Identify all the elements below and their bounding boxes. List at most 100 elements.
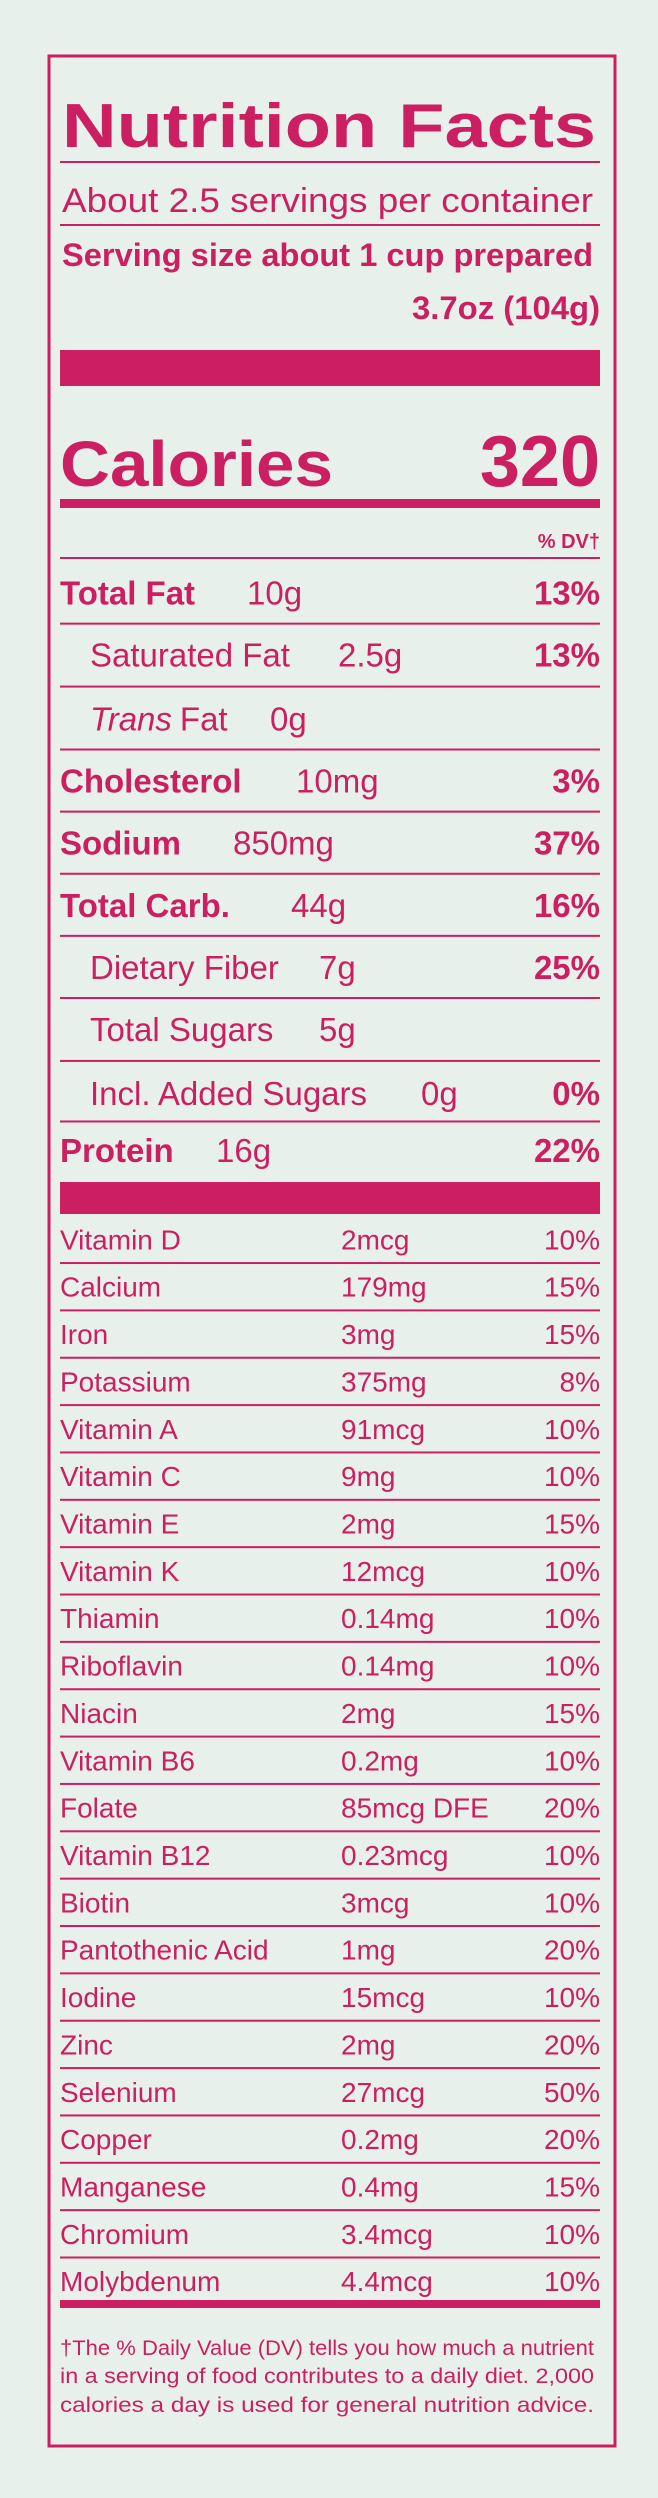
vitamin-dv: 15% [544, 2171, 600, 2202]
divider [60, 2256, 600, 2259]
divider [60, 685, 600, 688]
vitamin-dv: 15% [544, 1698, 600, 1729]
vitamin-amount: 15mcg [341, 1982, 425, 2013]
divider [60, 557, 600, 559]
vitamin-dv: 15% [544, 1319, 600, 1350]
nutrient-amount: 7g [319, 949, 356, 986]
vitamin-name: Vitamin C [60, 1461, 181, 1492]
calories-value: 320 [480, 422, 600, 502]
nutrient-dv: 0% [552, 1075, 600, 1112]
divider [60, 1830, 600, 1833]
vitamin-amount: 0.23mcg [341, 1840, 448, 1871]
vitamin-name: Vitamin K [60, 1556, 180, 1587]
vitamin-amount: 9mg [341, 1461, 395, 1492]
vitamin-amount: 2mg [341, 1698, 395, 1729]
divider [60, 1356, 600, 1359]
vitamin-name: Zinc [60, 2029, 113, 2060]
nutrient-name: Protein [60, 1132, 174, 1169]
nutrient-amount: 10mg [296, 763, 379, 800]
vitamin-dv: 50% [544, 2077, 600, 2108]
nutrient-dv: 13% [534, 637, 600, 674]
thick-bar [60, 1182, 600, 1214]
vitamin-name: Biotin [60, 1887, 130, 1918]
vitamin-name: Iron [60, 1319, 108, 1350]
vitamin-amount: 91mcg [341, 1414, 425, 1445]
title: Nutrition Facts [62, 92, 596, 161]
vitamin-dv: 10% [544, 1224, 600, 1255]
vitamin-amount: 3mcg [341, 1887, 409, 1918]
nutrient-dv: 13% [534, 575, 600, 612]
vitamin-amount: 3mg [341, 1319, 395, 1350]
vitamin-dv: 10% [544, 2219, 600, 2250]
vitamin-dv: 10% [544, 1414, 600, 1445]
nutrient-amount: 16g [216, 1132, 271, 1169]
divider [60, 2161, 600, 2164]
vitamin-amount: 0.2mg [341, 2124, 419, 2155]
vitamin-dv: 10% [544, 1556, 600, 1587]
vitamin-amount: 1mg [341, 1935, 395, 1966]
vitamin-name: Vitamin A [60, 1414, 178, 1445]
vitamin-name: Iodine [60, 1982, 136, 2013]
vitamin-name: Calcium [60, 1272, 161, 1303]
vitamin-name: Pantothenic Acid [60, 1935, 269, 1966]
nutrient-name: Total Carb. [60, 887, 230, 924]
vitamin-amount: 2mcg [341, 1224, 409, 1255]
vitamin-name: Riboflavin [60, 1651, 183, 1682]
vitamin-name: Potassium [60, 1366, 191, 1397]
divider [60, 1120, 600, 1123]
vitamin-dv: 10% [544, 1982, 600, 2013]
vitamin-dv: 10% [544, 1461, 600, 1492]
divider [60, 810, 600, 813]
divider [60, 1972, 600, 1975]
nutrient-name-rest: Fat [180, 700, 228, 737]
nutrient-name: Trans Fat [90, 700, 228, 737]
divider [60, 1498, 600, 1501]
vitamin-amount: 27mcg [341, 2077, 425, 2108]
vitamin-dv: 20% [544, 2029, 600, 2060]
vitamin-amount: 2mg [341, 1508, 395, 1539]
vitamin-dv: 10% [544, 1887, 600, 1918]
divider [60, 1640, 600, 1643]
nutrient-amount: 10g [247, 575, 302, 612]
nutrient-name: Dietary Fiber [90, 949, 279, 986]
divider [60, 748, 600, 751]
divider [60, 224, 600, 226]
divider [60, 2209, 600, 2212]
vitamin-dv: 20% [544, 2124, 600, 2155]
divider [60, 161, 600, 163]
nutrient-name: Incl. Added Sugars [90, 1075, 367, 1112]
vitamin-dv: 20% [544, 1793, 600, 1824]
vitamin-name: Selenium [60, 2077, 177, 2108]
nutrient-dv: 37% [534, 825, 600, 862]
divider [60, 872, 600, 875]
nutrient-amount: 44g [291, 887, 346, 924]
vitamin-amount: 85mcg DFE [341, 1793, 489, 1824]
vitamin-dv: 10% [544, 1745, 600, 1776]
divider [60, 1735, 600, 1738]
footnote-line: calories a day is used for general nutri… [60, 2394, 594, 2417]
vitamin-dv: 20% [544, 1935, 600, 1966]
medium-bar [60, 499, 600, 508]
nutrient-dv: 25% [534, 949, 600, 986]
vitamin-dv: 10% [544, 1840, 600, 1871]
nutrient-name: Cholesterol [60, 763, 242, 800]
vitamin-amount: 375mg [341, 1366, 427, 1397]
nutrient-amount: 0g [270, 700, 307, 737]
vitamin-dv: 15% [544, 1508, 600, 1539]
calories-label: Calories [60, 428, 333, 500]
footnote-line: †The % Daily Value (DV) tells you how mu… [60, 2337, 594, 2360]
vitamin-name: Chromium [60, 2219, 189, 2250]
vitamin-name: Thiamin [60, 1603, 160, 1634]
vitamin-dv: 8% [560, 1366, 600, 1397]
nutrient-name: Total Sugars [90, 1011, 273, 1048]
nutrient-name-italic: Trans [90, 700, 172, 737]
divider [60, 1262, 600, 1265]
divider [60, 1404, 600, 1407]
vitamin-name: Vitamin B6 [60, 1745, 195, 1776]
vitamin-amount: 0.4mg [341, 2171, 419, 2202]
divider [60, 2114, 600, 2117]
thick-bar [60, 350, 600, 386]
vitamin-name: Molybdenum [60, 2266, 220, 2297]
nutrient-name: Sodium [60, 825, 181, 862]
